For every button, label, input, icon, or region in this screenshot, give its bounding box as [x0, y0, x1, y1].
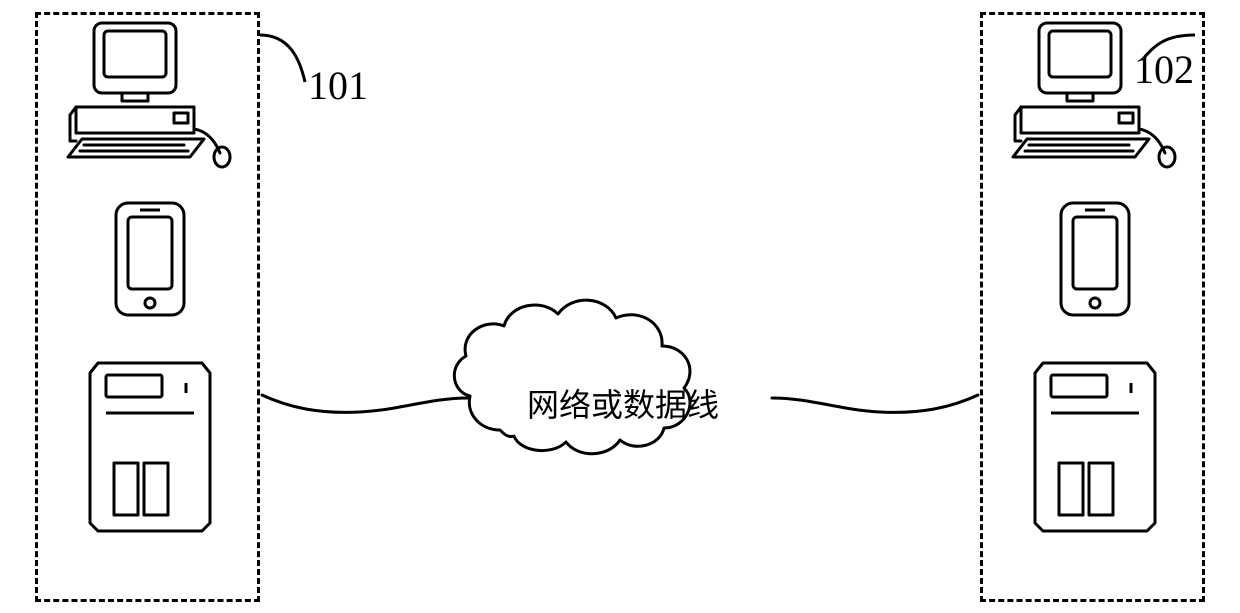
- cloud-label: 网络或数据线: [518, 380, 728, 426]
- network-cloud-icon: [0, 0, 1240, 613]
